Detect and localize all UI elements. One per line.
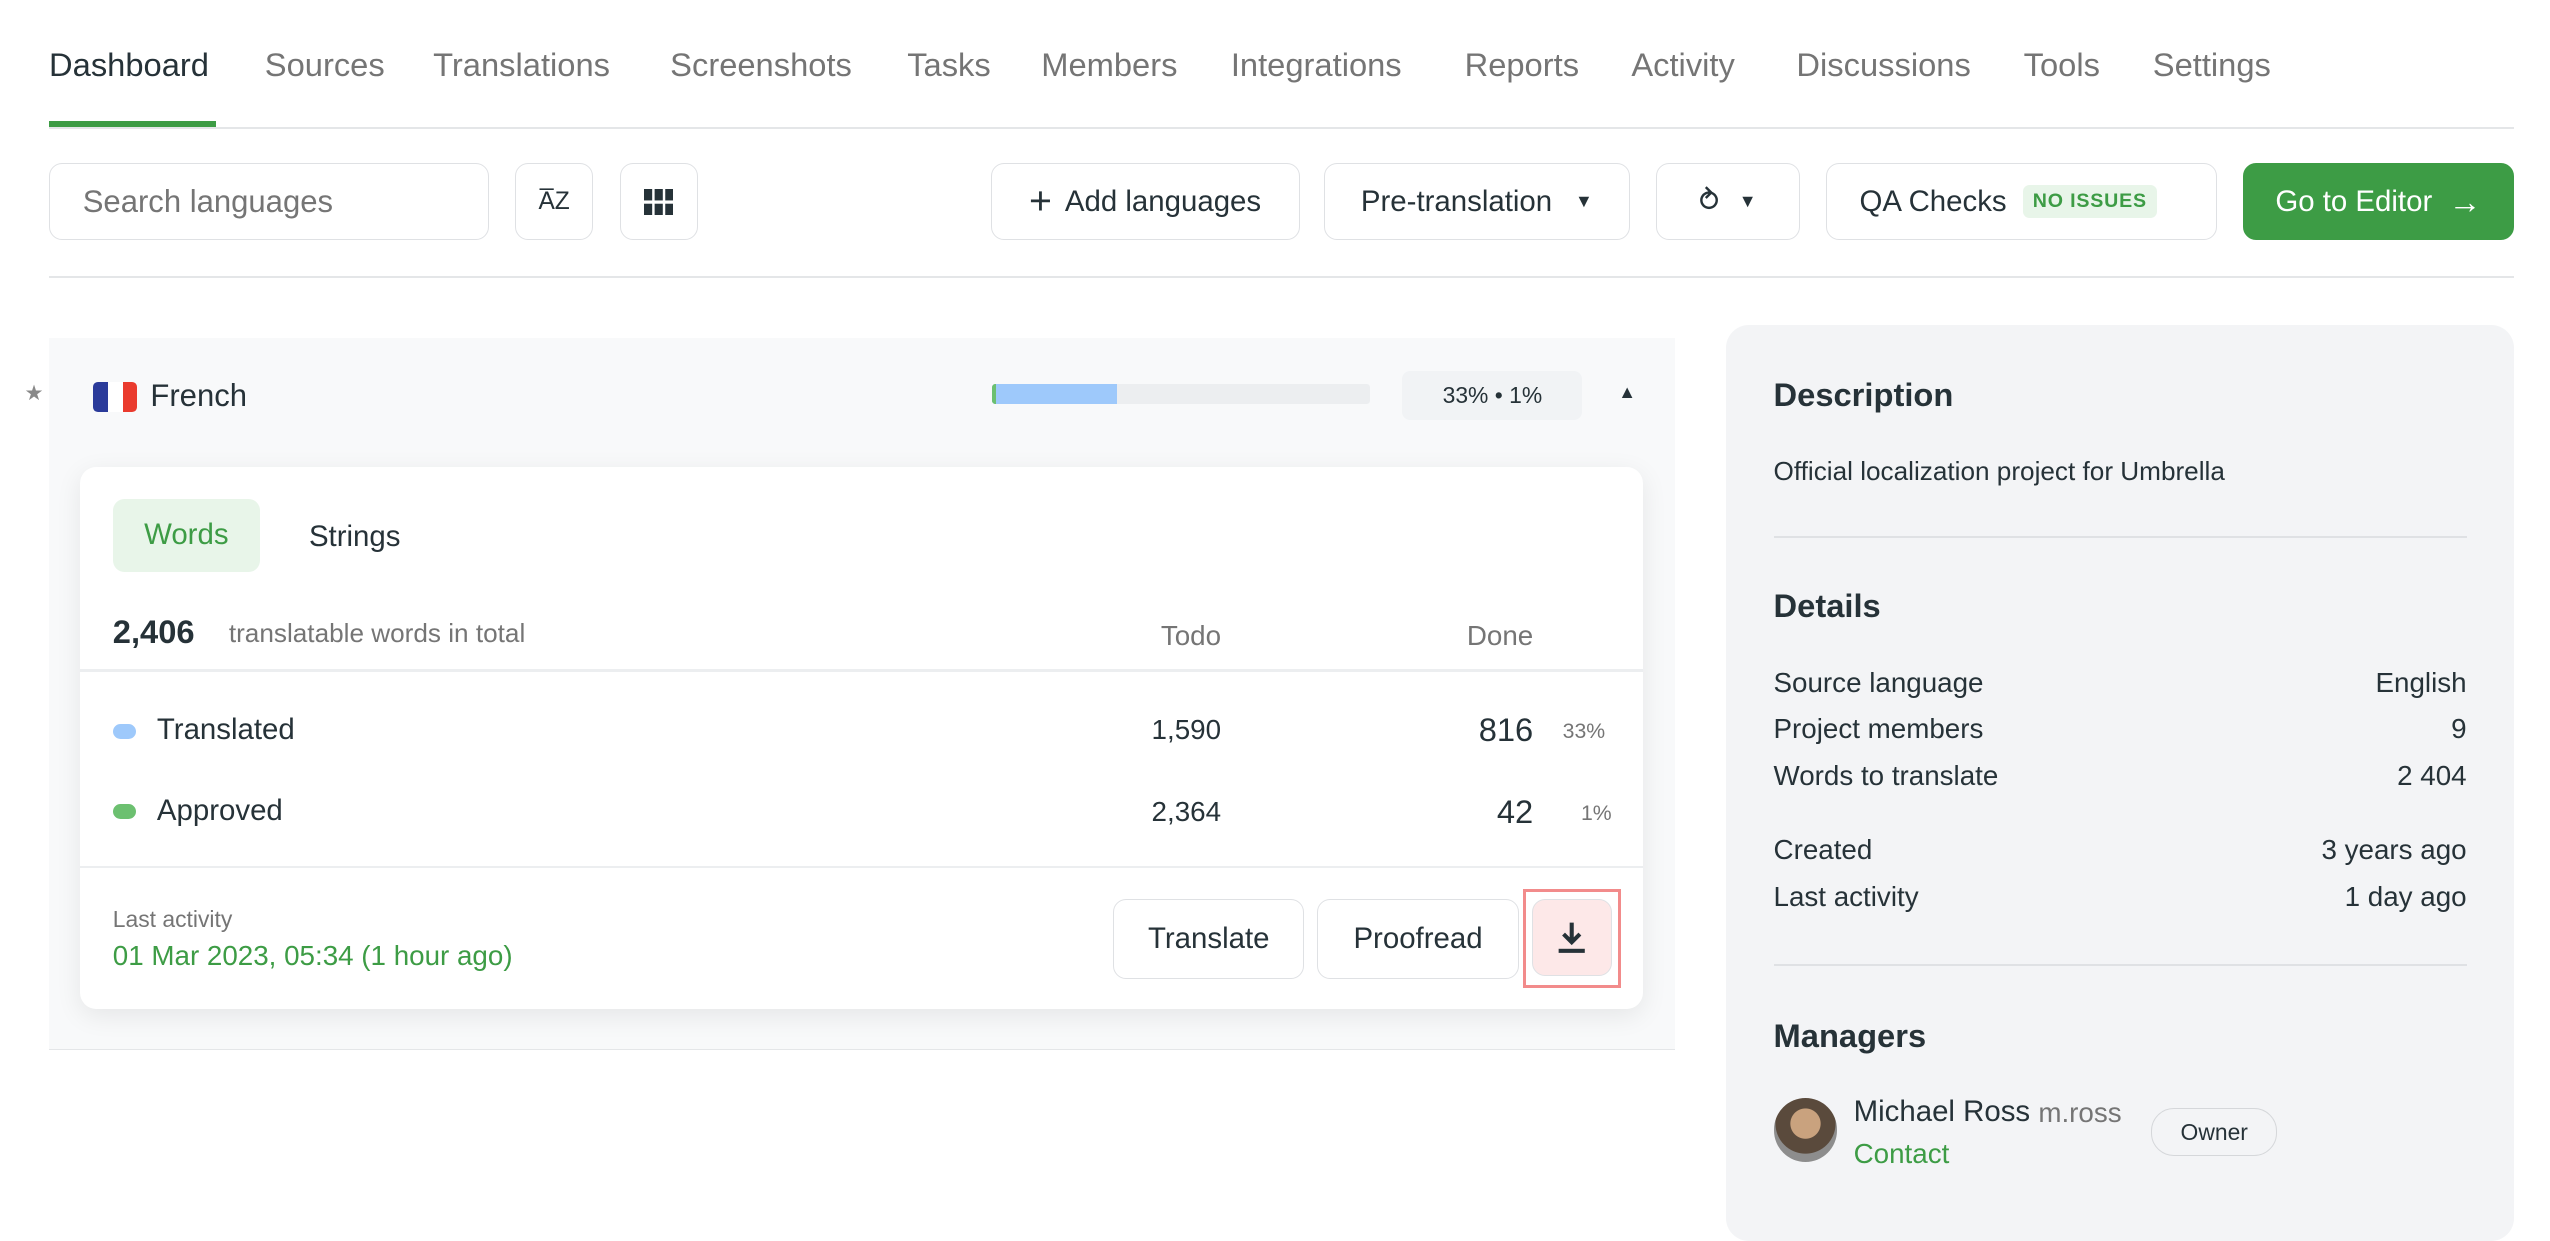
qa-checks-button[interactable]: QA Checks NO ISSUES — [1825, 163, 2217, 241]
tab-discussions[interactable]: Discussions — [1796, 45, 1971, 83]
divider — [49, 127, 2514, 130]
grid-view-icon — [644, 188, 674, 215]
translate-memory-dropdown[interactable]: ⥁ ▼ — [1655, 163, 1800, 241]
detail-key: Created — [1773, 833, 1873, 865]
search-input[interactable] — [49, 163, 489, 241]
add-languages-button[interactable]: + Add languages — [990, 163, 1300, 241]
detail-value: English — [2375, 666, 2467, 698]
sort-az-icon: A̅Z — [538, 187, 570, 215]
caret-down-icon: ▼ — [1738, 191, 1757, 212]
tab-tasks[interactable]: Tasks — [907, 45, 991, 83]
tab-tools[interactable]: Tools — [2023, 45, 2100, 83]
divider — [49, 276, 2514, 278]
go-to-editor-button[interactable]: Go to Editor → — [2242, 163, 2514, 241]
total-words-label: translatable words in total — [228, 617, 526, 648]
tab-strings[interactable]: Strings — [308, 519, 401, 553]
qa-status-badge: NO ISSUES — [2022, 185, 2157, 219]
project-info-panel — [1726, 325, 2514, 1241]
tab-reports[interactable]: Reports — [1464, 45, 1580, 83]
tab-settings[interactable]: Settings — [2152, 45, 2271, 83]
manager-username: m.ross — [2038, 1096, 2122, 1128]
approved-label: Approved — [156, 794, 283, 828]
manager-name: Michael Ross — [1853, 1095, 2031, 1129]
divider — [1773, 964, 2467, 967]
detail-project-members: Project members 9 — [1774, 713, 2467, 745]
owner-badge: Owner — [2151, 1108, 2278, 1157]
arrow-right-icon: → — [2448, 182, 2482, 220]
divider — [80, 866, 1643, 868]
caret-down-icon: ▼ — [1575, 191, 1593, 212]
progress-badge: 33% • 1% — [1402, 371, 1583, 421]
details-title: Details — [1773, 586, 1881, 624]
detail-last-activity: Last activity 1 day ago — [1774, 881, 2467, 913]
total-words: 2,406 — [112, 612, 195, 650]
qa-checks-label: QA Checks — [1859, 184, 2007, 218]
progress-bar-translated — [992, 384, 1117, 404]
detail-created: Created 3 years ago — [1774, 834, 2467, 866]
approved-dot-icon — [112, 804, 136, 819]
french-flag-icon — [93, 382, 138, 412]
translate-button[interactable]: Translate — [1113, 899, 1305, 980]
column-todo: Todo — [1160, 619, 1222, 651]
approved-todo: 2,364 — [1151, 796, 1222, 828]
avatar[interactable] — [1773, 1098, 1838, 1163]
translated-todo: 1,590 — [1151, 714, 1222, 746]
sort-az-button[interactable]: A̅Z — [514, 163, 594, 241]
download-highlight — [1523, 889, 1621, 989]
detail-value: 9 — [2451, 712, 2467, 744]
language-name[interactable]: French — [150, 377, 248, 413]
divider — [80, 668, 1643, 672]
star-icon[interactable]: ★ — [24, 380, 44, 405]
grid-view-button[interactable] — [619, 163, 698, 241]
detail-key: Last activity — [1773, 881, 1919, 913]
description-title: Description — [1773, 375, 1954, 413]
progress-bar — [992, 384, 1370, 404]
last-activity-label: Last activity — [112, 905, 233, 932]
detail-words-to-translate: Words to translate 2 404 — [1774, 760, 2467, 792]
tab-sources[interactable]: Sources — [264, 45, 385, 83]
translated-done: 816 — [1478, 711, 1534, 749]
detail-key: Project members — [1773, 712, 1984, 744]
detail-value: 3 years ago — [2321, 833, 2467, 865]
tab-integrations[interactable]: Integrations — [1230, 45, 1402, 83]
go-to-editor-label: Go to Editor — [2275, 184, 2433, 218]
detail-source-language: Source language English — [1774, 667, 2467, 699]
translated-dot-icon — [112, 724, 136, 739]
approved-pct: 1% — [1581, 800, 1612, 825]
detail-key: Source language — [1773, 666, 1984, 698]
managers-title: Managers — [1773, 1016, 1927, 1054]
plus-icon: + — [1028, 179, 1052, 224]
description-text: Official localization project for Umbrel… — [1773, 456, 2225, 487]
tab-translations[interactable]: Translations — [433, 45, 610, 83]
column-done: Done — [1466, 619, 1534, 651]
download-icon — [1558, 922, 1585, 953]
tab-activity[interactable]: Activity — [1631, 45, 1735, 83]
collapse-caret-icon[interactable]: ▲ — [1618, 382, 1637, 403]
translate-icon: ⥁ — [1699, 185, 1720, 219]
contact-link[interactable]: Contact — [1853, 1137, 1950, 1169]
pre-translation-label: Pre-translation — [1360, 184, 1553, 218]
last-activity-value: 01 Mar 2023, 05:34 (1 hour ago) — [112, 939, 513, 971]
tab-members[interactable]: Members — [1041, 45, 1178, 83]
progress-bar-approved — [992, 384, 996, 404]
tab-dashboard[interactable]: Dashboard — [49, 45, 209, 83]
divider — [1773, 536, 2467, 538]
download-button[interactable] — [1531, 899, 1612, 976]
pre-translation-dropdown[interactable]: Pre-translation ▼ — [1324, 163, 1630, 241]
approved-done: 42 — [1496, 792, 1534, 830]
detail-key: Words to translate — [1773, 760, 1999, 792]
tab-screenshots[interactable]: Screenshots — [670, 45, 852, 83]
add-languages-label: Add languages — [1064, 184, 1262, 218]
tab-words[interactable]: Words — [112, 498, 260, 573]
translated-pct: 33% — [1562, 719, 1606, 744]
active-tab-indicator — [49, 120, 216, 128]
detail-value: 2 404 — [2397, 760, 2467, 792]
translated-label: Translated — [156, 712, 295, 746]
proofread-button[interactable]: Proofread — [1317, 899, 1519, 980]
detail-value: 1 day ago — [2344, 881, 2467, 913]
